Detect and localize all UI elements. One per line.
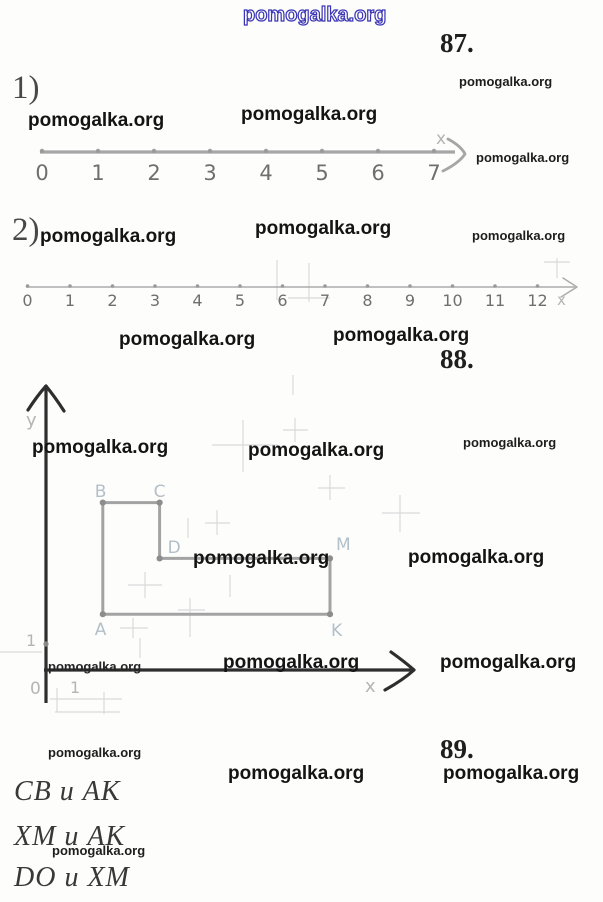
vertex-label-K: K <box>331 621 343 642</box>
number-line-2-tick-mark <box>68 284 72 288</box>
number-line-1-tick-mark <box>319 148 325 154</box>
number-line-2-tick-label: 12 <box>527 291 548 310</box>
number-line-2-tick-label: 9 <box>404 291 416 310</box>
x-unit-label: 1 <box>70 678 81 697</box>
number-line-2-tick-mark <box>493 284 497 288</box>
number-line-2-tick-mark <box>365 284 370 288</box>
vertex-dot-C <box>156 499 163 506</box>
segments-answer-line-3: DO и XM <box>14 862 130 893</box>
number-line-2-tick-label: 8 <box>362 291 373 310</box>
origin-label: 0 <box>30 679 41 699</box>
number-line-2-tick-mark <box>535 284 540 288</box>
problem-number-89: 89. <box>440 734 474 764</box>
y-axis-label: y <box>26 410 37 431</box>
y-unit-label: 1 <box>26 631 37 650</box>
number-line-1-tick-label: 4 <box>259 161 273 185</box>
number-line-2-tick-mark <box>450 284 455 288</box>
number-line-2-tick-label: 4 <box>192 291 203 310</box>
vertex-label-D: D <box>167 538 181 559</box>
number-line-2-tick-label: 0 <box>22 291 33 310</box>
number-line-2-tick-mark <box>153 284 157 288</box>
number-line-1-tick-mark <box>207 148 213 154</box>
item-label-2: 2) <box>12 212 40 248</box>
number-line-1-tick-label: 7 <box>427 161 441 185</box>
number-line-1-tick-label: 1 <box>91 161 105 185</box>
number-line-2-tick-mark <box>110 284 115 288</box>
segments-answer-line-1: CB и AK <box>14 776 121 807</box>
number-line-2-tick-mark <box>280 284 285 288</box>
number-line-2-tick-label: 5 <box>234 291 246 310</box>
item-label-1: 1) <box>12 70 40 106</box>
number-line-1-x-axis-label: x <box>436 129 447 149</box>
vertex-label-A: A <box>94 620 107 641</box>
number-line-2-tick-mark <box>195 284 200 288</box>
number-line-1-tick-mark <box>375 148 381 154</box>
number-line-1-tick-mark <box>431 148 437 154</box>
number-line-1-tick-mark <box>39 148 45 154</box>
number-line-2-tick-mark <box>408 284 412 288</box>
number-line-1-tick-mark <box>263 148 269 154</box>
number-line-1-tick-label: 6 <box>371 161 385 185</box>
number-line-1-tick-label: 0 <box>35 161 49 185</box>
number-line-1-tick-mark <box>95 148 101 154</box>
vertex-dot-K <box>326 611 334 618</box>
number-line-1-tick-label: 5 <box>315 161 329 185</box>
number-line-2-tick-mark <box>25 284 30 288</box>
vertex-dot-D <box>156 555 163 562</box>
vertex-label-B: B <box>94 481 107 502</box>
number-line-2-tick-label: 7 <box>319 291 331 310</box>
number-line-2-tick-label: 10 <box>442 291 463 310</box>
number-line-2-tick-label: 2 <box>107 291 118 310</box>
problem-number-88: 88. <box>440 344 474 374</box>
number-line-2-tick-mark <box>323 284 327 288</box>
vertex-label-C: C <box>153 481 166 502</box>
number-line-2-arrowhead-icon <box>560 277 578 298</box>
number-line-1-arrowhead-icon <box>441 137 467 173</box>
number-line-1-tick-label: 2 <box>147 161 161 185</box>
y-axis-arrowhead-icon <box>26 384 66 413</box>
number-line-1-tick-label: 3 <box>203 161 217 185</box>
number-line-2-tick-mark <box>238 284 242 288</box>
segments-answer-line-2: XM и AK <box>14 821 126 852</box>
vertex-dot-M <box>326 555 334 562</box>
number-line-2-tick-label: 3 <box>149 291 161 310</box>
number-line-2-x-axis-label: x <box>557 291 566 309</box>
x-axis-arrowhead-icon <box>383 650 416 692</box>
number-line-1-tick-mark <box>151 148 157 154</box>
y-unit-tick-dot <box>43 641 49 647</box>
number-line-2-tick-label: 11 <box>484 291 506 310</box>
number-line-2-tick-label: 6 <box>277 291 288 310</box>
number-line-2-tick-label: 1 <box>64 291 76 310</box>
vertex-label-M: M <box>336 535 351 556</box>
vertex-dot-A <box>99 611 106 618</box>
vertex-dot-B <box>99 499 106 506</box>
x-axis-label: x <box>365 676 376 697</box>
problem-number-87: 87. <box>440 28 474 58</box>
